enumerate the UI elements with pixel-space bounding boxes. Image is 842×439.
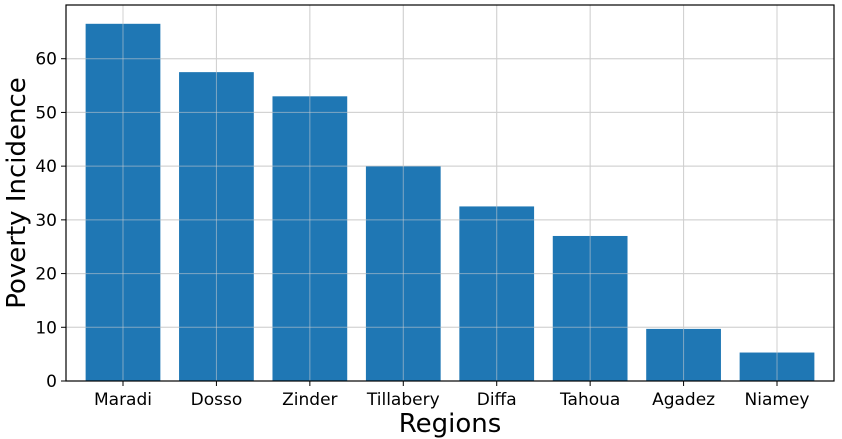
y-tick-label: 50 [35, 103, 57, 123]
x-tick-label: Niamey [745, 390, 810, 410]
x-tick-label: Agadez [652, 390, 715, 410]
y-tick-label: 30 [35, 211, 57, 231]
y-tick-label: 20 [35, 265, 57, 285]
plot-frame [65, 4, 835, 382]
y-tick-label: 10 [35, 318, 57, 338]
x-axis-ticks: Maradi Dosso Zinder Tillabery Diffa Tahoua Aga… [94, 381, 809, 410]
y-tick-label: 60 [35, 50, 57, 70]
x-tick-label: Zinder [282, 390, 337, 410]
y-tick-label: 40 [35, 157, 57, 177]
x-tick-label: Maradi [94, 390, 152, 410]
x-axis-label: Regions [399, 409, 502, 439]
x-tick-label: Dosso [191, 390, 243, 410]
x-tick-label: Tillabery [366, 390, 440, 410]
y-tick-label: 0 [46, 372, 57, 392]
y-axis-ticks: 0 10 20 30 40 50 60 [35, 50, 66, 392]
x-tick-label: Diffa [477, 390, 517, 410]
y-axis-label: Poverty Incidence [2, 77, 32, 309]
x-tick-label: Tahoua [559, 390, 620, 410]
